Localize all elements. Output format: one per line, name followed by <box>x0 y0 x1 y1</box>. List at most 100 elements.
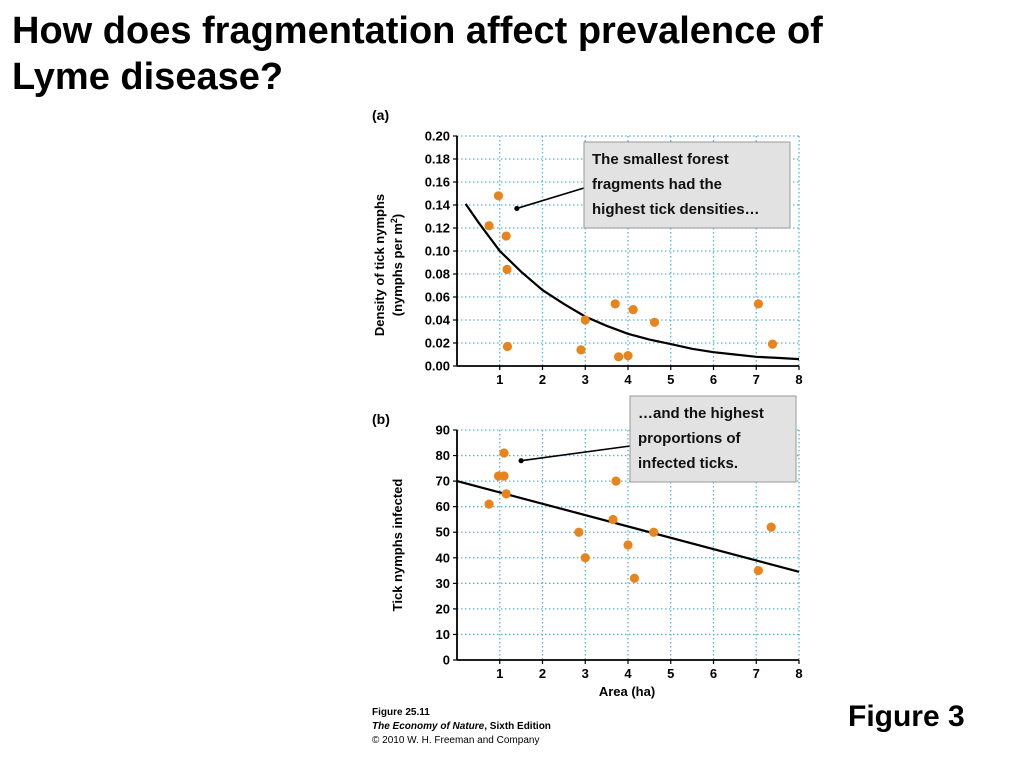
panel-a-data-point <box>649 317 660 327</box>
panel-a-x-tick-label: 8 <box>795 372 802 387</box>
panel-b-data-point <box>574 527 584 537</box>
panel-b-x-tick-label: 2 <box>539 666 546 681</box>
panel-a-y-tick-label: 0.04 <box>425 313 451 328</box>
panel-a-callout: The smallest forest fragments had the hi… <box>583 141 791 229</box>
panel-b-y-tick-label: 90 <box>436 423 450 438</box>
slide-title: How does fragmentation affect prevalence… <box>12 8 1012 100</box>
panel-a-y-axis-title-superscript: 2 <box>389 218 399 223</box>
panel-a-x-tick-label: 2 <box>539 372 546 387</box>
panel-b-data-point <box>766 522 776 532</box>
panel-b-y-tick-label: 0 <box>443 653 450 668</box>
panel-a-data-point <box>753 299 763 309</box>
panel-a-callout-line-1: The smallest forest <box>592 151 729 168</box>
panel-a-data-point <box>613 352 624 362</box>
panel-a-data-point <box>501 231 511 241</box>
panel-b-axes <box>453 429 800 664</box>
panel-b-y-tick-labels: 0 10 20 30 40 50 60 70 80 90 <box>436 423 450 668</box>
panel-b-data-point <box>629 573 640 583</box>
panel-a-data-point <box>628 305 638 315</box>
panel-a-data-point <box>580 315 590 325</box>
panel-b-data-point <box>753 565 763 576</box>
panel-b-callout-leader <box>521 445 631 462</box>
panel-b-y-tick-label: 10 <box>436 627 450 642</box>
figure-caption: Figure 25.11 The Economy of Nature, Sixt… <box>372 706 551 748</box>
chart-panel-a: (a) 0.00 0.02 0.04 0.06 0.08 0.10 0.12 0.14 0.16… <box>372 107 803 387</box>
panel-a-y-tick-label: 0.18 <box>425 152 450 167</box>
panel-a-y-tick-label: 0.14 <box>425 198 451 213</box>
panel-a-callout-line-2: fragments had the <box>592 176 722 193</box>
panel-b-x-tick-label: 8 <box>795 666 802 681</box>
panel-b-y-tick-label: 60 <box>436 499 450 514</box>
panel-a-y-tick-label: 0.20 <box>425 129 450 144</box>
panel-a-y-tick-label: 0.02 <box>425 336 450 351</box>
panel-a-y-axis-title-line-1: Density of tick nymphs <box>372 194 387 336</box>
panel-b-x-tick-label: 6 <box>710 666 717 681</box>
slide-title-line-1: How does fragmentation affect prevalence… <box>12 10 823 52</box>
panel-b-callout-box <box>629 395 797 483</box>
panel-a-x-tick-label: 6 <box>710 372 717 387</box>
panel-b-x-axis-title: Area (ha) <box>599 684 655 699</box>
panel-a-data-point <box>576 345 586 355</box>
panel-a-axes <box>453 135 800 370</box>
panel-a-data-point <box>502 264 512 274</box>
slide-title-line-2: Lyme disease? <box>12 56 284 98</box>
panel-b-y-tick-label: 70 <box>436 474 450 489</box>
panel-a-data-point <box>502 341 513 352</box>
panel-a-fit-curve <box>464 203 800 361</box>
panel-b-data-point <box>649 527 659 537</box>
chart-panel-b: (b) 0 10 20 30 40 50 60 70 80 90 1 2 3 4 5 6 7 8 Tick ny… <box>372 395 803 699</box>
panel-a-data-point <box>767 339 778 349</box>
panel-a-callout-line-3: highest tick densities… <box>592 201 760 218</box>
panel-b-callout: …and the highest proportions of infected… <box>629 395 797 483</box>
panel-a-y-tick-labels: 0.00 0.02 0.04 0.06 0.08 0.10 0.12 0.14 0.16 0.18… <box>425 129 451 374</box>
caption-book-line: The Economy of Nature, Sixth Edition <box>372 720 551 734</box>
panel-b-data-point <box>484 499 494 509</box>
panel-b-callout-line-2: proportions of <box>638 430 741 447</box>
panel-a-y-tick-label: 0.06 <box>425 290 450 305</box>
panel-a-x-tick-label: 5 <box>667 372 674 387</box>
panel-b-data-points <box>484 448 776 583</box>
caption-figure-number: Figure 25.11 <box>372 707 430 718</box>
panel-b-data-point <box>501 489 511 499</box>
panel-b-x-tick-labels: 1 2 3 4 5 6 7 8 <box>496 666 802 681</box>
panel-a-y-tick-label: 0.08 <box>425 267 450 282</box>
panel-a-data-point <box>484 221 494 231</box>
panel-a-data-point <box>623 351 633 361</box>
panel-b-data-point <box>608 514 618 525</box>
panel-b-data-point <box>623 540 633 550</box>
panel-a-x-tick-label: 7 <box>753 372 760 387</box>
panel-a-y-axis-title-line-2: (nymphs per m2) <box>389 214 405 317</box>
panel-a-callout-anchor <box>514 205 520 212</box>
panel-b-x-tick-label: 5 <box>667 666 674 681</box>
panel-a-data-point <box>610 299 620 309</box>
panel-a-callout-box <box>583 141 791 229</box>
panel-a-x-tick-label: 4 <box>624 372 632 387</box>
caption-copyright: © 2010 W. H. Freeman and Company <box>372 735 540 746</box>
panel-b-y-tick-label: 50 <box>436 525 450 540</box>
panel-a-x-tick-labels: 1 2 3 4 5 6 7 8 <box>496 372 802 387</box>
panel-a-y-tick-label: 0.16 <box>425 175 450 190</box>
panel-b-label: (b) <box>372 411 390 427</box>
panel-a-y-tick-label: 0.12 <box>425 221 450 236</box>
panel-a-label: (a) <box>372 107 389 123</box>
panel-b-fit-line <box>456 480 800 573</box>
panel-b-x-tick-label: 3 <box>582 666 589 681</box>
panel-b-callout-line-1: …and the highest <box>638 405 764 422</box>
panel-a-data-points <box>484 191 778 362</box>
panel-b-data-point <box>499 471 509 481</box>
panel-a-y-tick-label: 0.10 <box>425 244 450 259</box>
panel-b-y-tick-label: 40 <box>436 550 450 565</box>
panel-a-x-tick-label: 1 <box>496 372 503 387</box>
panel-b-data-point <box>580 553 590 563</box>
panel-b-x-tick-label: 4 <box>624 666 632 681</box>
panel-b-x-tick-label: 7 <box>753 666 760 681</box>
panel-a-y-axis-title-close: ) <box>390 214 405 218</box>
figure-label: Figure 3 <box>848 700 965 733</box>
panel-b-callout-anchor <box>518 458 524 464</box>
panel-a-y-axis-title-main: (nymphs per m <box>390 223 405 316</box>
panel-b-x-tick-label: 1 <box>496 666 503 681</box>
panel-b-data-point <box>499 448 509 458</box>
panel-b-y-tick-label: 30 <box>436 576 450 591</box>
panel-b-y-tick-label: 20 <box>436 601 450 616</box>
